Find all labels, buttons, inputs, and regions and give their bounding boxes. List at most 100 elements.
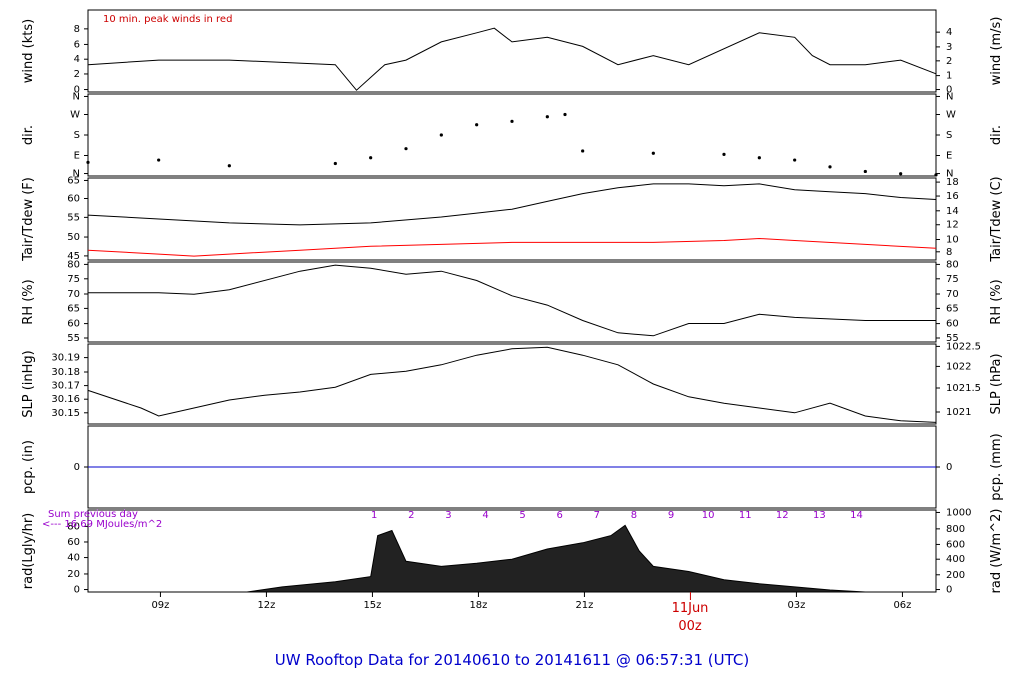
- dir-point: [227, 164, 231, 168]
- wind_mean-line: [87, 27, 937, 91]
- rad-hour-mark: 3: [445, 510, 451, 521]
- rh-ltick-label: 55: [67, 333, 80, 344]
- temp-ltick-label: 50: [67, 232, 80, 243]
- rad-hour-mark: 7: [594, 510, 600, 521]
- temp-ltick-label: 60: [67, 194, 80, 205]
- dir-ltick-label: S: [74, 130, 80, 141]
- rad-hour-mark: 10: [702, 510, 715, 521]
- dir-rtick-label: S: [946, 130, 952, 141]
- dir-point: [439, 133, 443, 137]
- dir-rtick-label: E: [946, 151, 952, 162]
- slp-ltick-label: 30.19: [51, 353, 80, 364]
- dir-rtick-label: N: [946, 91, 953, 102]
- rad-rtick-label: 1000: [946, 507, 971, 518]
- temp-rtick-label: 12: [946, 220, 959, 231]
- rad-hour-mark: 5: [519, 510, 525, 521]
- wind-frame: [87, 9, 937, 93]
- dir-ltick-label: W: [70, 110, 80, 121]
- wind-rtick-label: 1: [946, 71, 952, 82]
- rad-ylabel-left: rad(Lgly/hr): [21, 513, 36, 589]
- rh-ltick-label: 75: [67, 274, 80, 285]
- rh-ltick-label: 60: [67, 319, 80, 330]
- rad-ltick-label: 0: [74, 585, 80, 596]
- dir-point: [333, 161, 337, 166]
- x-tick-label: 12z: [257, 600, 275, 611]
- wind-rtick-label: 3: [946, 42, 952, 53]
- rad-hour-mark: 13: [813, 510, 826, 521]
- rh-ltick-label: 80: [67, 259, 80, 270]
- temp-rtick-label: 14: [946, 206, 959, 217]
- rad-ltick-label: 80: [67, 521, 80, 532]
- rad-hour-mark: 2: [408, 510, 414, 521]
- rh-rtick-label: 70: [946, 289, 959, 300]
- rh-line: [88, 264, 936, 337]
- dir-point: [510, 119, 514, 123]
- temp-rtick-label: 18: [946, 177, 959, 188]
- rad-hour-mark: 9: [668, 510, 674, 521]
- wind-ltick-label: 6: [74, 39, 80, 50]
- rad-rtick-label: 400: [946, 554, 965, 565]
- dir-rtick-label: N: [946, 169, 953, 180]
- temp-rtick-label: 16: [946, 191, 959, 202]
- temp-ylabel-left: Tair/Tdew (F): [21, 177, 36, 262]
- wind-ltick-label: 4: [74, 54, 80, 65]
- rad-ltick-label: 40: [67, 553, 80, 564]
- dir-ltick-label: N: [73, 169, 80, 180]
- rh-rtick-label: 60: [946, 319, 959, 330]
- pcp-ltick-label: 0: [74, 462, 80, 473]
- wind-annotation: 10 min. peak winds in red: [103, 14, 232, 25]
- slp-line: [87, 346, 937, 423]
- rad-area: [88, 524, 936, 593]
- rad-ltick-label: 20: [67, 569, 80, 580]
- rad-rtick-label: 200: [946, 570, 965, 581]
- dir-point: [369, 156, 373, 160]
- rad-hour-mark: 8: [631, 510, 637, 521]
- rh-rtick-label: 65: [946, 303, 959, 314]
- temp-frame: [87, 177, 937, 261]
- rh-rtick-label: 75: [946, 274, 959, 285]
- rad-hour-mark: 1: [371, 510, 377, 521]
- temp-ltick-label: 65: [67, 175, 80, 186]
- rad-hour-mark: 4: [482, 510, 488, 521]
- day-label: 11Jun: [672, 601, 709, 616]
- dir-point: [157, 158, 161, 162]
- temp-rtick-label: 10: [946, 235, 959, 246]
- wind-ltick-label: 2: [74, 69, 80, 80]
- slp-ylabel-left: SLP (inHg): [21, 350, 36, 418]
- dir-point: [86, 160, 90, 164]
- dir-point: [828, 165, 832, 169]
- pcp-ylabel-right: pcp. (mm): [989, 433, 1004, 500]
- dir-point: [475, 123, 479, 127]
- slp-rtick-label: 1021.5: [946, 383, 981, 394]
- rad-hour-mark: 11: [739, 510, 752, 521]
- slp-ltick-label: 30.16: [51, 394, 80, 405]
- tdew-line: [87, 237, 937, 257]
- chart-title: UW Rooftop Data for 20140610 to 20141611…: [275, 651, 749, 669]
- wind-ltick-label: 8: [74, 24, 80, 35]
- slp-rtick-label: 1022: [946, 361, 971, 372]
- rad-hour-mark: 6: [557, 510, 563, 521]
- rh-ylabel-left: RH (%): [21, 279, 36, 324]
- rad-ylabel-right: rad (W/m^2): [989, 509, 1004, 594]
- dir-point: [651, 151, 655, 155]
- rh-ltick-label: 70: [67, 289, 80, 300]
- rh-rtick-label: 55: [946, 333, 959, 344]
- dir-ltick-label: E: [74, 151, 80, 162]
- dir-point: [899, 172, 903, 176]
- rad-rtick-label: 800: [946, 524, 965, 535]
- slp-ltick-label: 30.15: [51, 408, 80, 419]
- wind-rtick-label: 0: [946, 85, 952, 96]
- slp-ylabel-right: SLP (hPa): [989, 353, 1004, 414]
- pcp-ylabel-left: pcp. (in): [21, 440, 36, 494]
- rh-ltick-label: 65: [67, 303, 80, 314]
- temp-ltick-label: 45: [67, 251, 80, 262]
- slp-ltick-label: 30.17: [51, 381, 80, 392]
- x-tick-label: 09z: [151, 600, 169, 611]
- dir-rtick-label: W: [946, 110, 956, 121]
- x-tick-label: 21z: [575, 600, 593, 611]
- temp-rtick-label: 8: [946, 247, 952, 258]
- slp-frame: [87, 343, 937, 425]
- wind-ylabel-left: wind (kts): [21, 19, 36, 83]
- dir-frame: [87, 93, 937, 177]
